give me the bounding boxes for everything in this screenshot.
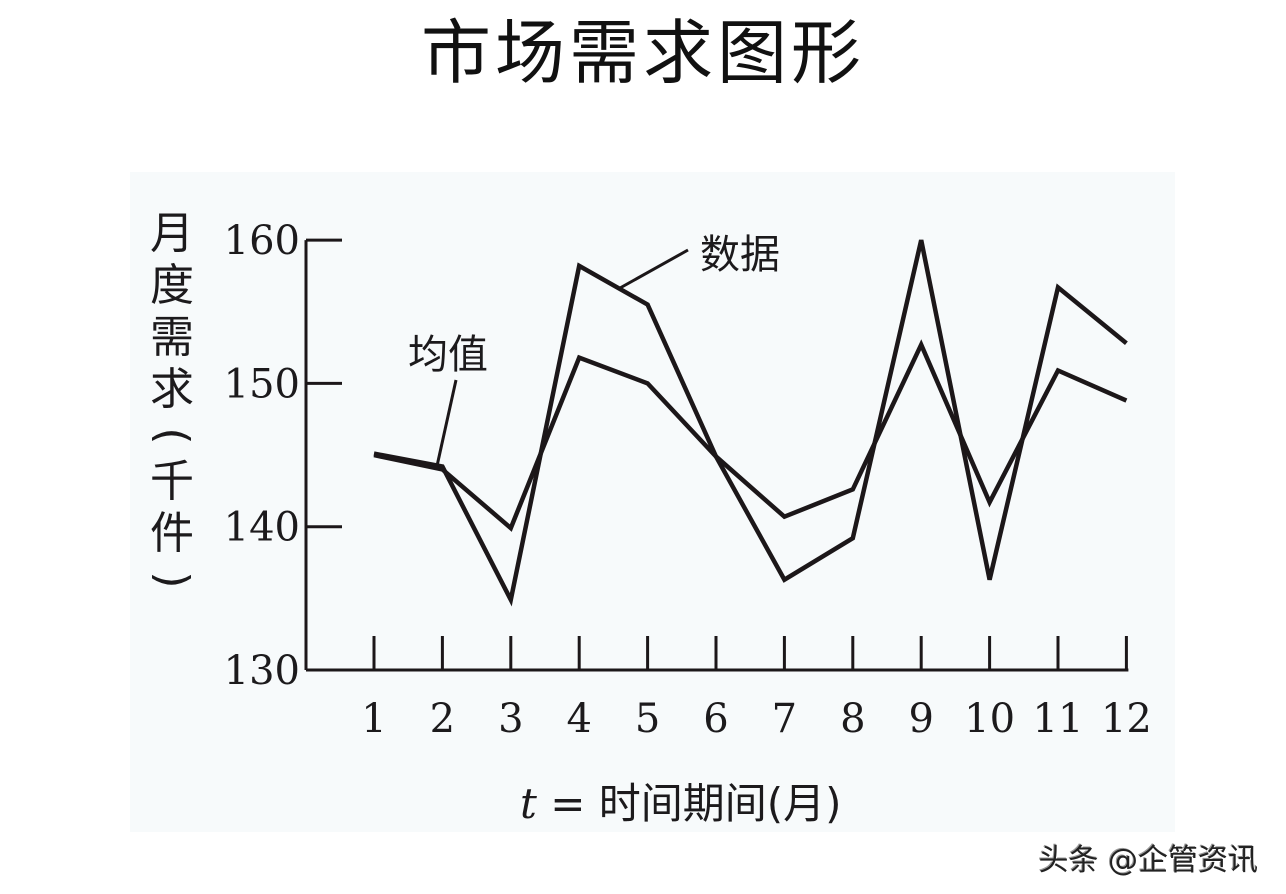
y-tick-label: 160 [224, 218, 300, 264]
data-series-line [373, 239, 1128, 607]
x-tick-label: 7 [772, 696, 797, 742]
annotation-mean: 均值 [408, 332, 488, 378]
x-tick-label: 10 [964, 696, 1015, 742]
mean-series-line [373, 339, 1128, 532]
mean-leader-line [435, 379, 458, 467]
chart-title: 市场需求图形 [421, 12, 865, 94]
y-tick-label: 150 [224, 361, 300, 407]
x-tick-label: 6 [703, 696, 728, 742]
x-tick-label: 12 [1101, 696, 1152, 742]
x-axis-label-text: = 时间期间(月) [536, 779, 842, 828]
y-axis-label-char: 月 [150, 208, 194, 259]
plot-background [130, 172, 1175, 832]
y-axis-label-char: 千 [150, 456, 194, 507]
y-tick-label: 130 [224, 648, 300, 694]
y-axis-label-char: 度 [150, 260, 194, 311]
annotation-data: 数据 [700, 232, 780, 278]
x-axis-label: t = 时间期间(月) [520, 770, 842, 831]
y-tick-label: 140 [224, 505, 300, 551]
series-lines [373, 239, 1128, 607]
x-tick-label: 2 [430, 696, 455, 742]
x-axis-variable: t [520, 779, 537, 828]
x-tick-label: 8 [840, 696, 865, 742]
x-tick-label: 5 [635, 696, 660, 742]
y-axis-label-char: 需 [150, 312, 194, 363]
data-leader-line [619, 248, 689, 290]
x-tick-label: 3 [498, 696, 523, 742]
annotation-leaders [435, 248, 689, 467]
watermark: 头条 @企管资讯 [1038, 843, 1258, 878]
x-tick-label: 9 [908, 696, 933, 742]
y-axis-label-char: 求 [150, 364, 194, 415]
x-tick-label: 1 [361, 696, 386, 742]
x-tick-label: 11 [1033, 696, 1084, 742]
y-axis-label-char: 件 [150, 508, 194, 559]
y-axis-label: 月度需求(千件) [146, 208, 198, 600]
x-tick-label: 4 [566, 696, 591, 742]
